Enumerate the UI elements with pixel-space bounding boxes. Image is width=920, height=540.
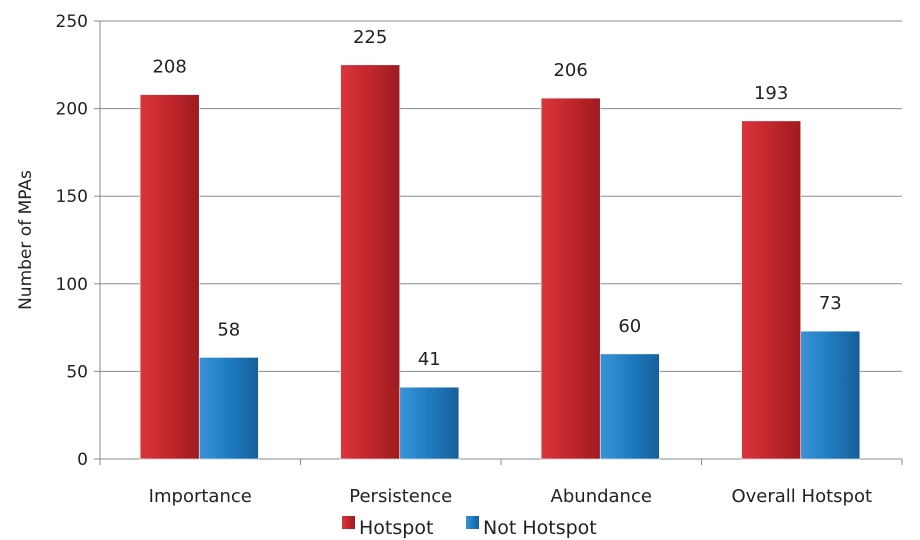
data-label: 60 [618,316,641,337]
y-tick-labels: 0 50 100 150 200 250 [56,12,88,470]
bar-hotspot [741,120,802,460]
category-label: Overall Hotspot [731,486,872,507]
bars [139,64,861,460]
data-label: 206 [553,60,587,81]
data-label: 193 [754,83,788,104]
data-labels: 208 58 225 41 206 60 193 73 [152,27,841,370]
category-label: Abundance [551,486,652,507]
legend: Hotspot Not Hotspot [342,516,597,539]
category-label: Persistence [349,486,452,507]
data-label: 58 [217,319,240,340]
legend-label: Hotspot [359,517,433,539]
y-tick-label: 100 [56,275,88,295]
y-axis-title: Number of MPAs [16,170,36,310]
y-tick-label: 200 [56,100,88,120]
bar-not-hotspot [399,386,460,460]
bar-hotspot [340,64,401,460]
legend-label: Not Hotspot [483,517,597,539]
y-tick-label: 150 [56,187,88,207]
bar-hotspot [139,94,200,460]
y-tick-label: 0 [77,450,88,470]
y-tick-label: 50 [66,362,88,382]
category-labels: Importance Persistence Abundance Overall Ho… [149,486,872,507]
bar-hotspot [540,97,601,460]
legend-swatch [466,516,479,529]
y-tick-label: 250 [56,12,88,32]
data-label: 208 [152,57,186,78]
legend-swatch [342,516,355,529]
bar-not-hotspot [800,330,861,460]
category-label: Importance [149,486,252,507]
data-label: 225 [353,27,387,48]
data-label: 41 [418,349,441,370]
bar-not-hotspot [198,357,259,460]
bar-not-hotspot [599,353,660,460]
data-label: 73 [819,293,842,314]
